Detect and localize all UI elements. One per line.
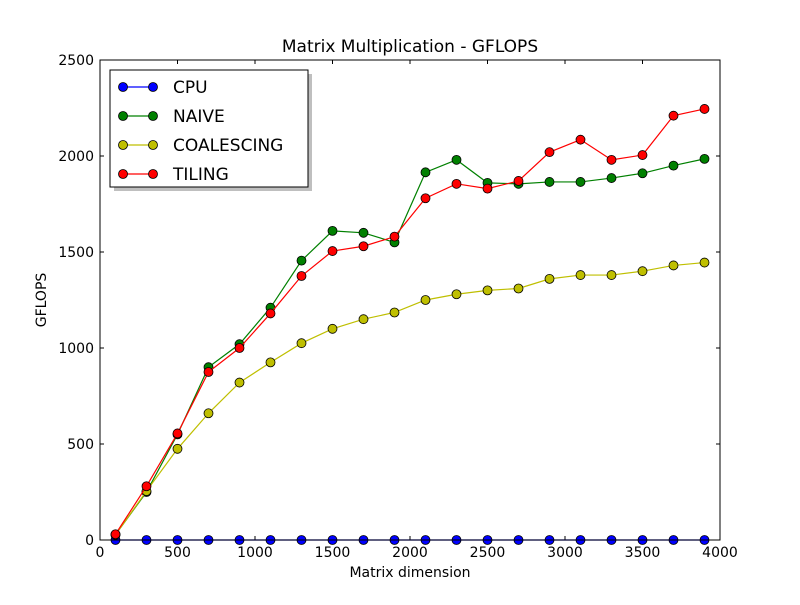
data-point-naive [575,177,586,187]
legend-marker [148,111,158,121]
data-point-tiling [296,271,307,281]
x-tick-label: 1000 [237,545,273,561]
axis-ticks: 0 500 1000 1500 2000 2500 3000 3500 4000 0 500 1000… [58,53,737,561]
data-point-coalescing [172,443,183,454]
data-point-coalescing [637,266,648,277]
data-point-coalescing [389,307,400,318]
data-point-naive [699,153,710,164]
series-tiling [110,104,710,540]
data-point-coalescing [482,285,493,296]
data-point-coalescing [234,377,245,388]
data-point-naive [606,173,617,183]
data-point-tiling [172,428,183,439]
legend-marker [148,140,158,150]
data-point-tiling [482,183,493,194]
data-point-tiling [389,231,400,242]
data-point-tiling [110,529,121,540]
legend-marker [118,140,128,150]
data-point-tiling [513,176,524,186]
x-tick-label: 2500 [470,545,506,561]
data-point-tiling [637,150,648,160]
data-point-coalescing [513,283,524,294]
x-tick-label: 0 [96,545,105,561]
x-tick-label: 2000 [392,545,428,561]
data-point-naive [637,168,648,179]
series-naive [110,153,710,540]
series-line-coalescing [115,261,705,536]
y-tick-label: 0 [85,533,94,549]
y-tick-label: 2000 [58,149,94,165]
legend-marker [148,82,158,92]
data-point-coalescing [606,270,617,280]
data-point-coalescing [265,357,276,368]
series-line-naive [115,158,705,535]
data-point-naive [544,177,555,187]
data-point-coalescing [544,273,555,284]
x-tick-label: 3000 [547,545,583,561]
x-tick-label: 3500 [625,545,661,561]
data-point-tiling [203,367,214,377]
plot-frame [99,59,721,541]
data-point-naive [420,167,431,178]
data-point-coalescing [296,338,307,349]
x-axis-label: Matrix dimension [349,565,470,581]
data-point-coalescing [327,323,338,334]
data-point-naive [327,225,338,236]
data-point-tiling [451,178,462,189]
data-point-tiling [327,246,338,256]
legend-marker [118,111,128,121]
data-point-coalescing [358,314,369,325]
data-point-tiling [575,134,586,145]
x-tick-label: 4000 [702,545,738,561]
legend-label: TILING [172,165,229,185]
y-axis-label: GFLOPS [34,273,50,328]
data-point-tiling [234,343,245,353]
data-point-coalescing [203,408,214,419]
data-point-tiling [265,308,276,319]
data-point-coalescing [451,289,462,300]
legend-marker [148,169,158,179]
series-line-tiling [114,108,705,535]
data-point-coalescing [699,257,710,268]
legend-label: NAIVE [173,107,225,127]
legend-item-naive: NAIVE [118,107,225,127]
y-tick-label: 500 [67,437,94,453]
y-tick-label: 1000 [58,341,94,357]
chart-title: Matrix Multiplication - GFLOPS [282,37,538,57]
data-point-naive [296,255,307,266]
legend-label: COALESCING [173,136,283,156]
legend: CPU NAIVE COALESCING TILING [109,69,312,191]
data-point-naive [668,160,679,171]
data-point-coalescing [668,260,679,271]
x-tick-label: 1500 [315,545,351,561]
legend-item-cpu: CPU [118,78,208,98]
data-point-tiling [606,154,617,165]
legend-marker [118,82,128,92]
data-point-naive [358,227,369,238]
legend-box [109,69,309,188]
data-point-naive [451,154,462,165]
data-point-tiling [699,104,710,114]
data-point-coalescing [420,295,431,305]
legend-item-tiling: TILING [118,165,229,185]
legend-marker [118,169,128,179]
data-point-tiling [358,241,369,252]
legend-item-coalescing: COALESCING [118,136,283,156]
data-point-tiling [544,147,555,158]
series-coalescing [110,257,710,540]
data-point-tiling [668,110,679,121]
data-point-tiling [420,193,431,204]
x-tick-label: 500 [164,545,191,561]
data-point-tiling [141,481,152,492]
data-point-coalescing [575,270,586,280]
y-tick-label: 2500 [58,53,94,69]
y-tick-label: 1500 [58,245,94,261]
legend-label: CPU [173,78,208,98]
